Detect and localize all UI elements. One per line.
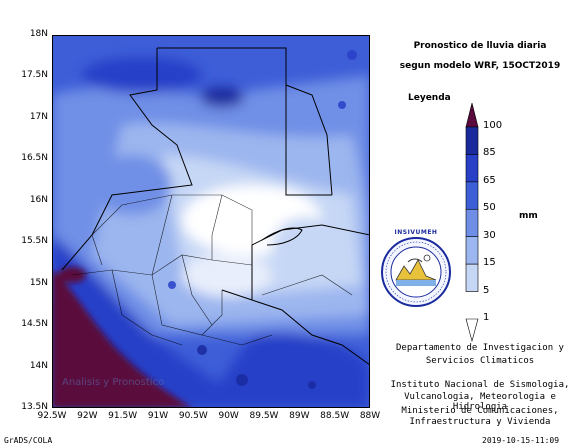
legend-level-label: 30 [483,229,496,241]
lat-label: 14.5N [21,319,48,330]
lat-label: 16.5N [21,153,48,164]
lat-label: 17N [29,111,48,122]
lat-label: 17.5N [21,70,48,81]
insivumeh-logo [381,237,451,307]
legend-level-label: 1 [483,312,490,323]
legend-heading: Leyenda [408,93,451,103]
lon-label: 88.5W [320,411,350,421]
legend-level-label: 15 [483,257,496,269]
lon-label: 89W [289,411,310,421]
lon-label: 90W [218,411,239,421]
colorbar-segment [465,154,479,183]
colorbar-segment [465,236,479,265]
legend-level-label: 65 [483,174,496,186]
lon-label: 91.5W [108,411,138,421]
colorbar-segment [465,126,479,155]
rain-cells [168,50,357,389]
logo-top-text: INSIVUMEH [394,229,438,236]
colorbar-segment [465,263,479,292]
lon-label: 88W [359,411,381,421]
legend-colorbar [465,103,479,343]
footer-right: 2019-10-15-11:09 [482,436,560,445]
colorbar-bottom-cap [465,318,479,343]
ministry-line2: Infraestructura y Vivienda [409,417,551,427]
lat-label: 15.5N [21,236,48,247]
map-title-line2: segun modelo WRF, 15OCT2019 [399,61,561,71]
footer-left: GrADS/COLA [4,436,53,445]
department-borders [71,194,353,346]
lat-label: 15N [29,277,48,288]
ministry-line1: Ministerio de Comunicaciones, [401,406,559,416]
legend-level-label: 5 [483,284,490,296]
rainfall-map: Analisis y Pronostico [52,35,370,408]
colorbar-segment [465,181,479,210]
inst-line1: Instituto Nacional de Sismologia, [390,380,570,390]
legend-unit: mm [519,211,538,221]
lon-label: 91W [147,411,169,421]
lat-label: 14N [29,360,48,371]
lon-label: 92.5W [37,411,67,421]
legend-level-label: 85 [483,147,496,159]
colorbar-top-cap [465,103,479,128]
dept-line1: Departamento de Investigacion y [396,343,564,353]
watermark: Analisis y Pronostico [62,377,164,388]
map-title-line1: Pronostico de lluvia diaria [413,41,547,51]
country-borders [61,47,370,366]
lat-label: 18N [29,29,48,39]
legend-level-label: 100 [483,120,503,131]
inst-line2: Vulcanologia, Meteorologia e Hidrologia [404,392,556,412]
legend-level-label: 50 [483,202,496,214]
lon-label: 92W [77,411,98,421]
lat-label: 16N [29,194,48,205]
lat-label: 13.5N [21,402,48,412]
colorbar-segment [465,208,479,238]
lon-label: 89.5W [249,411,279,421]
dept-line2: Servicios Climaticos [425,356,535,366]
lon-label: 90.5W [178,411,208,421]
